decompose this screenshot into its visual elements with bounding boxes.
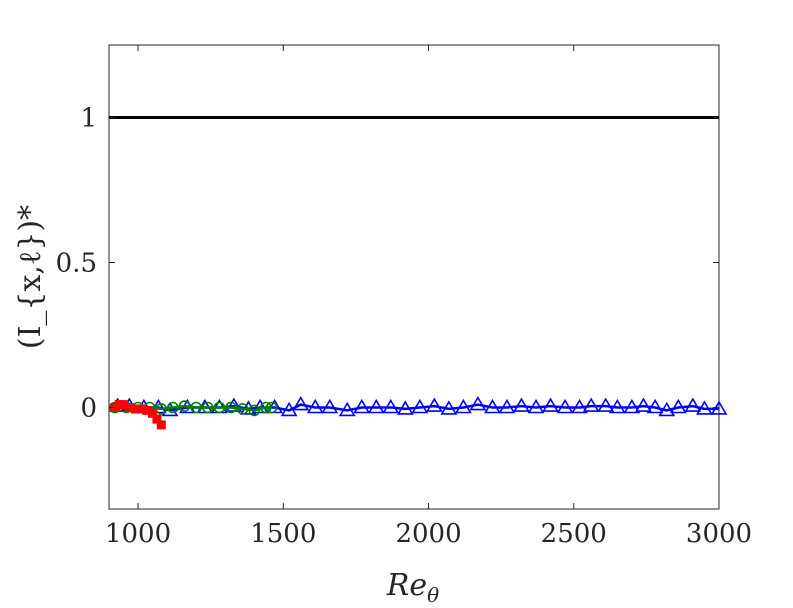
data-point — [571, 398, 588, 414]
data-point — [582, 397, 600, 412]
data-point — [635, 397, 652, 412]
data-point — [260, 401, 272, 414]
data-point — [684, 397, 702, 412]
x-tick-label: 2000 — [395, 519, 461, 549]
data-point — [292, 396, 310, 411]
data-point — [190, 401, 202, 414]
data-point — [156, 420, 166, 430]
data-point — [513, 397, 530, 412]
data-point — [280, 401, 298, 417]
y-tick-label: 0.5 — [56, 249, 97, 279]
data-point — [382, 398, 400, 414]
data-point — [425, 397, 443, 412]
data-point — [556, 398, 574, 414]
data-point — [201, 401, 214, 414]
x-tick-label: 1500 — [250, 519, 316, 549]
data-point — [498, 398, 516, 414]
data-point — [353, 398, 371, 414]
series-layer — [109, 116, 728, 430]
data-point — [597, 397, 615, 412]
data-point — [696, 400, 713, 415]
data-point — [669, 398, 687, 414]
data-point — [608, 398, 626, 414]
data-point — [306, 398, 324, 414]
data-point — [440, 400, 458, 415]
data-point — [167, 401, 179, 414]
y-tick-label: 1 — [80, 104, 97, 134]
data-point — [236, 403, 249, 415]
data-point — [658, 401, 676, 417]
data-point — [484, 398, 501, 414]
data-point — [527, 398, 545, 414]
data-point — [225, 401, 237, 414]
data-point — [396, 400, 414, 415]
data-point — [367, 398, 385, 414]
data-point — [454, 398, 472, 414]
data-point — [623, 398, 641, 414]
data-point — [265, 401, 278, 414]
ticks-layer: 1000 1500 2000 2500 3000 0 0.5 1 — [56, 45, 752, 549]
y-tick-label: 0 — [80, 394, 97, 424]
data-point — [213, 401, 226, 414]
axes-frame — [108, 44, 720, 510]
y-axis-label: (I_{x,ℓ})* — [13, 205, 48, 349]
data-point — [469, 396, 487, 411]
x-tick-label: 3000 — [686, 519, 752, 549]
plot-area-border — [108, 44, 720, 510]
data-point — [321, 398, 339, 414]
data-point — [542, 397, 559, 412]
x-tick-label: 2500 — [541, 519, 607, 549]
data-point — [411, 398, 429, 414]
x-axis-label: Reθ — [386, 568, 439, 607]
x-tick-label: 1000 — [105, 519, 171, 549]
data-point — [646, 398, 664, 414]
data-point — [338, 401, 356, 417]
data-point — [178, 400, 191, 412]
data-point — [248, 404, 261, 417]
series-3 — [110, 400, 166, 430]
